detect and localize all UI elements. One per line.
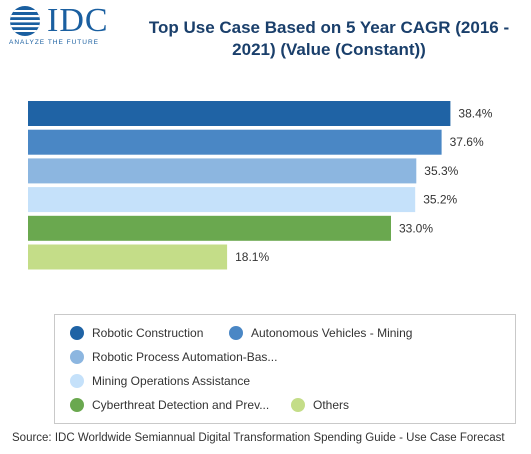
legend-swatch-5 [70,398,84,412]
bar-value-label-6: 18.1% [235,250,269,264]
legend-item-5[interactable]: Cyberthreat Detection and Prev... [70,397,269,413]
legend-item-3[interactable]: Robotic Process Automation-Bas... [70,349,277,365]
legend-item-6[interactable]: Others [291,397,349,413]
bar-4[interactable] [28,187,416,213]
idc-logo-graphic [10,6,40,36]
bar-chart: 38.4% 37.6% 35.3% 35.2% 33.0% 18.1% [28,101,493,270]
bar-3[interactable] [28,158,417,184]
legend-label-5: Cyberthreat Detection and Prev... [92,398,270,412]
bar-5[interactable] [28,215,391,241]
legend-swatch-6 [291,398,305,412]
bar-value-label-3: 35.3% [424,164,458,178]
legend-label-4: Mining Operations Assistance [92,374,251,388]
bar-1[interactable] [28,101,451,126]
chart-legend: Robotic Construction Autonomous Vehicles … [54,314,516,424]
legend-swatch-2 [229,326,243,340]
bar-2[interactable] [28,129,442,155]
bar-value-label-4: 35.2% [423,193,457,207]
bar-value-label-5: 33.0% [399,221,433,235]
bar-value-label-1: 38.4% [458,107,492,121]
globe-icon [10,6,40,36]
legend-item-4[interactable]: Mining Operations Assistance [70,373,250,389]
idc-logo: IDC ANALYZE THE FUTURE [8,2,124,48]
legend-item-1[interactable]: Robotic Construction [70,325,203,341]
legend-label-3: Robotic Process Automation-Bas... [92,350,278,364]
bar-6[interactable] [28,244,228,270]
source-note: Source: IDC Worldwide Semiannual Digital… [12,432,505,444]
legend-label-2: Autonomous Vehicles - Mining [251,326,413,340]
legend-swatch-1 [70,326,84,340]
legend-label-1: Robotic Construction [92,326,204,340]
legend-label-6: Others [313,398,350,412]
logo-wordmark: IDC [47,2,109,39]
chart-title: Top Use Case Based on 5 Year CAGR (2016 … [148,18,510,59]
legend-swatch-3 [70,350,84,364]
logo-tagline: ANALYZE THE FUTURE [9,39,99,46]
bar-value-label-2: 37.6% [450,135,484,149]
legend-item-2[interactable]: Autonomous Vehicles - Mining [229,325,412,341]
legend-swatch-4 [70,374,84,388]
